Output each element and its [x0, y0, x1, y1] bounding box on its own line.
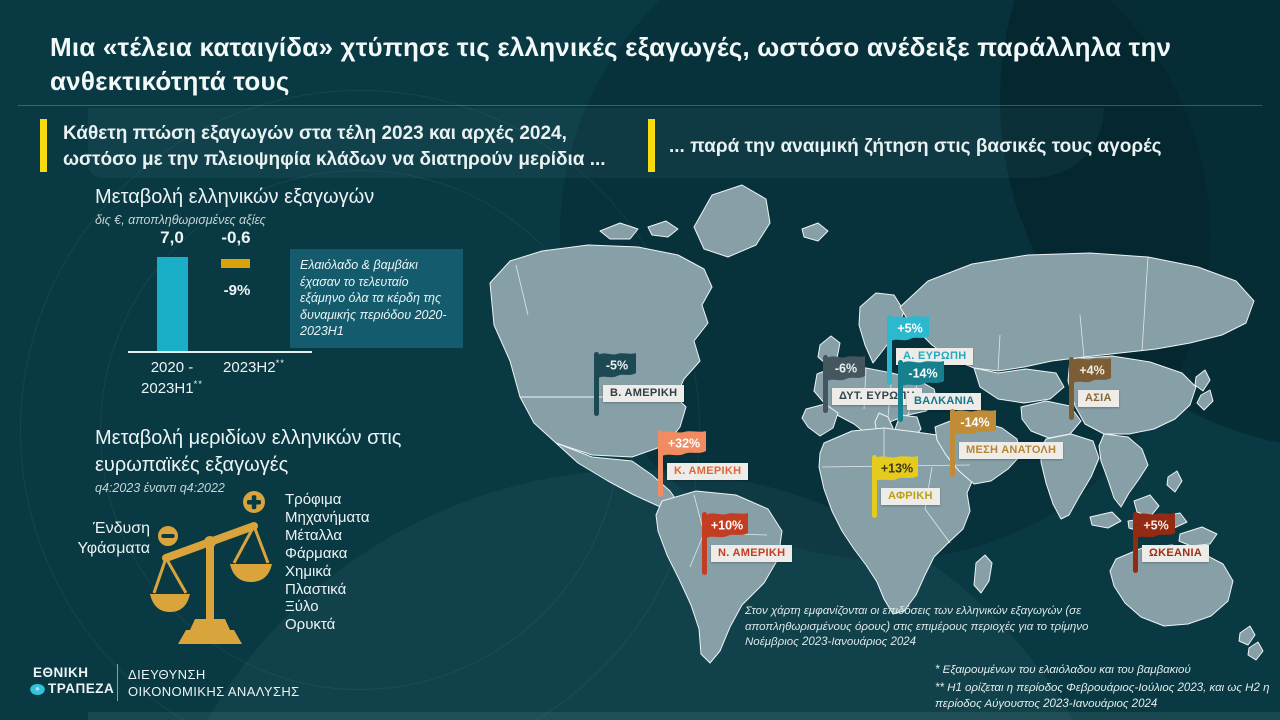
- declining-sectors-label: Ένδυση Υφάσματα: [77, 520, 150, 557]
- plus-list-item: Πλαστικά: [285, 580, 347, 598]
- region-label: ΒΑΛΚΑΝΙΑ: [907, 393, 982, 410]
- chart-callout-box: Ελαιόλαδο & βαμβάκι έχασαν το τελευταίο …: [290, 249, 463, 348]
- flag-value: -5%: [606, 359, 628, 373]
- flag-value: +4%: [1079, 364, 1104, 378]
- header-divider: [18, 105, 1262, 106]
- category-label: 2020 - 2023H1**: [124, 357, 220, 401]
- region-label: ΑΣΙΑ: [1078, 390, 1119, 407]
- region-label: Ν. ΑΜΕΡΙΚΗ: [711, 545, 793, 562]
- bar-second-period: [221, 259, 250, 268]
- flag-pole: [898, 360, 903, 422]
- flag-pole: [887, 315, 892, 385]
- flag-banner-icon: -14%: [902, 361, 944, 386]
- category-text: 2023H2: [223, 359, 276, 376]
- region-label: Α. ΕΥΡΩΠΗ: [896, 348, 974, 365]
- flag-pole: [872, 455, 877, 518]
- logo-mark-icon: [30, 683, 45, 695]
- region-label: ΑΦΡΙΚΗ: [881, 488, 940, 505]
- plus-list-item: Μέταλλα: [285, 526, 343, 544]
- flag-banner-icon: +10%: [706, 513, 748, 538]
- flag-pole: [950, 409, 955, 477]
- world-map: [489, 184, 1264, 664]
- bar-value-label: -0,6: [221, 228, 251, 247]
- left-section-heading: Κάθετη πτώση εξαγωγών στα τέλη 2023 και …: [63, 123, 606, 170]
- flag-banner-icon: +13%: [876, 456, 918, 481]
- category-label: 2023H2**: [213, 357, 295, 380]
- flag-value: +10%: [711, 519, 743, 533]
- flag-banner-icon: +5%: [1137, 513, 1175, 538]
- flag-value: +32%: [668, 437, 700, 451]
- flag-value: +5%: [897, 322, 922, 336]
- chart-title: Μεταβολή ελληνικών εξαγωγών: [95, 186, 375, 208]
- plus-list-item: Ορυκτά: [285, 616, 336, 634]
- chart-axis-line: [128, 351, 312, 353]
- plus-icon: [243, 491, 265, 513]
- region-label: ΜΕΣΗ ΑΝΑΤΟΛΗ: [959, 442, 1064, 459]
- percent-label: -9%: [223, 282, 251, 299]
- flag-value: -14%: [908, 367, 937, 381]
- nbg-logo: ΕΘΝΙΚΗ ΤΡΑΠΕΖΑ: [30, 665, 114, 697]
- balance-title: Μεταβολή μεριδίων ελληνικών στις ευρωπαϊ…: [95, 427, 402, 476]
- logo-text-line2: ΤΡΑΠΕΖΑ: [48, 681, 115, 696]
- flag-banner-icon: +32%: [662, 431, 706, 456]
- plus-list-item: Χημικά: [285, 562, 332, 580]
- plus-list-item: Φάρμακα: [285, 544, 348, 562]
- chart-subtitle: δις €, αποπληθωρισμένες αξίες: [95, 213, 266, 227]
- category-text: 2020 -: [150, 359, 194, 376]
- flag-value: +13%: [881, 462, 913, 476]
- accent-bar-right: [648, 119, 655, 172]
- bar-first-period: [157, 257, 188, 351]
- division-line2: ΟΙΚΟΝΟΜΙΚΗΣ ΑΝΑΛΥΣΗΣ: [128, 684, 300, 699]
- flag-banner-icon: -6%: [827, 356, 865, 381]
- flag-pole: [823, 355, 828, 413]
- plus-list-item: Ξύλο: [285, 598, 319, 616]
- bar-value-label: 7,0: [160, 228, 184, 247]
- region-label: ΩΚΕΑΝΙΑ: [1142, 545, 1210, 562]
- flag-banner-icon: +5%: [891, 316, 929, 341]
- flag-pole: [702, 512, 707, 575]
- accent-bar-left: [40, 119, 47, 172]
- flag-banner-icon: -14%: [954, 410, 996, 435]
- plus-items: Τρόφιμα Μηχανήματα Μέταλλα Φάρμακα Χημικά Πλα…: [285, 491, 370, 634]
- footnote-1: * Εξαιρουμένων του ελαιόλαδου και του βα…: [935, 664, 1191, 676]
- plus-list-item: Μηχανήματα: [285, 508, 370, 526]
- category-text: 2023H1: [141, 380, 194, 397]
- decor-bottom-strip: [88, 712, 1280, 720]
- footnote-marker: **: [275, 358, 285, 369]
- footer-divider: [117, 664, 118, 701]
- footnote-2: ** Η1 ορίζεται η περίοδος Φεβρουάριος-Ιο…: [935, 682, 1270, 710]
- balance-subtitle: q4:2023 έναντι q4:2022: [95, 481, 225, 495]
- right-section-heading: ... παρά την αναιμική ζήτηση στις βασικέ…: [669, 136, 1162, 157]
- flag-pole: [1133, 512, 1138, 573]
- division-line1: ΔΙΕΥΘΥΝΣΗ: [128, 667, 206, 682]
- flag-banner-icon: +4%: [1073, 358, 1111, 383]
- flag-value: +5%: [1143, 519, 1168, 533]
- flag-pole: [594, 352, 599, 416]
- footnote-marker: **: [193, 379, 203, 390]
- flag-pole: [658, 430, 663, 497]
- minus-icon: [158, 526, 178, 546]
- division-label: ΔΙΕΥΘΥΝΣΗ ΟΙΚΟΝΟΜΙΚΗΣ ΑΝΑΛΥΣΗΣ: [128, 666, 300, 700]
- logo-text-line1: ΕΘΝΙΚΗ: [33, 665, 89, 680]
- plus-list-item: Τρόφιμα: [285, 491, 342, 508]
- flag-banner-icon: -5%: [598, 353, 636, 378]
- flag-value: -14%: [960, 416, 989, 430]
- map-note: Στον χάρτη εμφανίζονται οι επιδόσεις των…: [745, 605, 1089, 649]
- flag-value: -6%: [835, 362, 857, 376]
- flag-pole: [1069, 357, 1074, 420]
- region-label: Κ. ΑΜΕΡΙΚΗ: [667, 463, 749, 480]
- region-label: Β. ΑΜΕΡΙΚΗ: [603, 385, 685, 402]
- page-title: Μια «τέλεια καταιγίδα» χτύπησε τις ελλην…: [50, 32, 1172, 96]
- balance-scale-icon: [150, 491, 272, 644]
